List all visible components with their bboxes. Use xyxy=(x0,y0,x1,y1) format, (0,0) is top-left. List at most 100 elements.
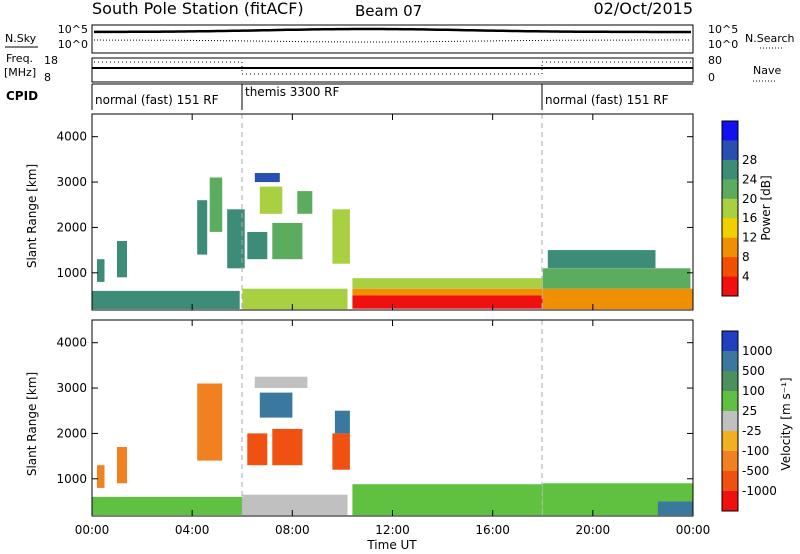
power-cbar-tick-1: 8 xyxy=(742,250,750,264)
velocity-cbar-tick-4: -25 xyxy=(742,424,762,438)
power-cbar-tick-6: 28 xyxy=(742,153,757,167)
velocity-region-13 xyxy=(657,501,693,516)
velocity-cbar-tick-1: 500 xyxy=(742,364,765,378)
velocity-ytick-label-3: 4000 xyxy=(56,336,87,350)
velocity-ytick-label-1: 2000 xyxy=(56,426,87,440)
velocity-region-4 xyxy=(242,494,348,516)
cpid-label: CPID xyxy=(6,89,38,103)
power-cbar-frame xyxy=(721,120,739,297)
velocity-colorbar: 1000 500 100 25 -25 -100 -500 -1000 xyxy=(721,330,777,512)
power-ytick-label-2: 3000 xyxy=(56,175,87,189)
power-cbar-label: Power [dB] xyxy=(759,175,773,240)
velocity-cbar-swatch-0 xyxy=(722,331,738,352)
power-cbar-tick-0: 4 xyxy=(742,270,750,284)
power-cbar-swatch-0 xyxy=(722,121,738,141)
power-colorbar: 4 8 12 16 20 24 28 xyxy=(721,120,757,297)
velocity-region-1 xyxy=(97,465,105,488)
xtick-label-2: 08:00 xyxy=(275,523,310,537)
power-region-12 xyxy=(332,209,350,264)
power-cbar-swatch-5 xyxy=(722,218,738,239)
velocity-yaxis: 1000 2000 3000 4000 xyxy=(56,336,693,486)
velocity-region-11 xyxy=(352,484,543,516)
velocity-region-8 xyxy=(272,428,303,466)
freq-tick-bottom: 8 xyxy=(44,71,51,84)
power-region-8 xyxy=(259,186,283,214)
cpid-segment-2: themis 3300 RF xyxy=(245,85,339,99)
velocity-cbar-swatch-6 xyxy=(722,451,738,472)
power-yaxis: 1000 2000 3000 4000 xyxy=(56,130,693,280)
velocity-cbar-tick-0: 1000 xyxy=(742,344,773,358)
velocity-cbar-swatch-5 xyxy=(722,431,738,452)
power-cbar-tick-5: 24 xyxy=(742,172,757,186)
xtick-label-1: 04:00 xyxy=(175,523,210,537)
power-region-18 xyxy=(547,250,656,269)
velocity-cbar-swatch-2 xyxy=(722,371,738,392)
power-region-6 xyxy=(242,288,348,310)
freq-strip-frame xyxy=(91,57,694,83)
figure-title: South Pole Station (fitACF) xyxy=(92,0,304,18)
velocity-cbar-swatch-8 xyxy=(722,491,738,512)
xtick-label-0: 00:00 xyxy=(75,523,110,537)
power-ytick-label-1: 2000 xyxy=(56,220,87,234)
velocity-cbar-tick-3: 25 xyxy=(742,404,757,418)
power-cbar-swatch-3 xyxy=(722,179,738,200)
power-region-0 xyxy=(92,290,240,309)
freq-tick-top: 18 xyxy=(44,54,58,67)
power-region-17 xyxy=(542,268,691,289)
nsearch-tick-bottom: 10^0 xyxy=(708,38,738,51)
velocity-cbar-swatch-7 xyxy=(722,471,738,492)
velocity-cbar-swatch-4 xyxy=(722,411,738,432)
freq-unit-label: [MHz] xyxy=(4,66,36,79)
nsky-label: N.Sky xyxy=(5,32,37,45)
velocity-cbar-tick-2: 100 xyxy=(742,384,765,398)
power-cbar-swatch-2 xyxy=(722,159,738,180)
time-axis-label: Time UT xyxy=(366,538,417,552)
velocity-ytick-label-2: 3000 xyxy=(56,381,87,395)
power-region-5 xyxy=(227,209,245,269)
power-region-3 xyxy=(197,200,208,255)
velocity-ytick-label-0: 1000 xyxy=(56,472,87,486)
power-region-16 xyxy=(542,288,694,310)
xtick-label-6: 00:00 xyxy=(676,523,711,537)
velocity-region-6 xyxy=(259,392,293,418)
nave-tick-top: 80 xyxy=(708,54,722,67)
power-region-13 xyxy=(352,278,543,289)
power-cbar-swatch-6 xyxy=(722,237,738,258)
power-cbar-swatch-7 xyxy=(722,257,738,277)
nave-trace xyxy=(94,61,691,75)
nsearch-tick-top: 10^5 xyxy=(708,23,738,36)
velocity-panel: 1000 2000 3000 4000 Slant Range [km] 1000 50… xyxy=(25,319,793,517)
nave-label: Nave xyxy=(753,64,781,77)
cpid-segment-3: normal (fast) 151 RF xyxy=(545,93,669,107)
xtick-label-3: 12:00 xyxy=(375,523,410,537)
velocity-cbar-swatch-3 xyxy=(722,391,738,412)
power-region-2 xyxy=(117,241,127,278)
velocity-heatmap xyxy=(92,376,694,516)
power-region-7 xyxy=(254,173,280,183)
nsearch-line xyxy=(94,39,691,43)
power-panel: 1000 2000 3000 4000 Slant Range [km] 4 8 12 16… xyxy=(25,113,773,311)
beam-label: Beam 07 xyxy=(355,2,422,20)
nsearch-label: N.Search xyxy=(745,32,795,45)
velocity-cbar-label: Velocity [m s⁻¹] xyxy=(779,377,793,470)
velocity-cbar-tick-7: -1000 xyxy=(742,484,777,498)
power-region-1 xyxy=(97,259,105,282)
power-region-10 xyxy=(272,222,303,260)
power-ylabel: Slant Range [km] xyxy=(25,164,39,268)
velocity-region-9 xyxy=(332,433,350,470)
nsky-strip-frame xyxy=(91,24,694,54)
nsky-line xyxy=(94,27,691,34)
power-region-9 xyxy=(247,232,268,260)
velocity-region-7 xyxy=(247,433,268,466)
power-region-14 xyxy=(352,288,543,296)
velocity-cbar-swatch-1 xyxy=(722,351,738,372)
xtick-label-4: 16:00 xyxy=(475,523,510,537)
power-cbar-tick-3: 16 xyxy=(742,211,757,225)
date-label: 02/Oct/2015 xyxy=(593,0,693,18)
power-heatmap xyxy=(92,173,694,310)
power-region-4 xyxy=(209,177,223,232)
velocity-cbar-tick-6: -500 xyxy=(742,464,769,478)
velocity-region-10 xyxy=(334,410,350,434)
velocity-region-0 xyxy=(92,496,243,515)
